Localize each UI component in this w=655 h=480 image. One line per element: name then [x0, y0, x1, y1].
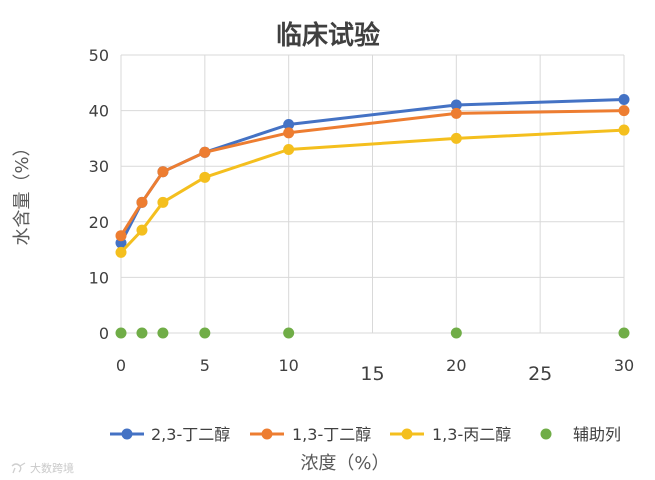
series-group: [115, 327, 630, 339]
data-point: [157, 196, 169, 208]
data-point: [115, 246, 127, 258]
data-point: [450, 107, 462, 119]
legend-entry: 辅助列: [540, 425, 621, 444]
legend-swatch-marker: [121, 428, 133, 440]
data-point: [283, 127, 295, 139]
y-tick-label: 40: [89, 102, 109, 121]
data-point: [283, 327, 295, 339]
watermark: 大数跨境: [11, 461, 74, 475]
series-group: [115, 105, 630, 242]
platform-logo-icon: [11, 462, 26, 474]
data-point: [450, 327, 462, 339]
y-tick-label: 50: [89, 46, 109, 65]
legend-entry: 1,3-丁二醇: [250, 425, 371, 444]
data-point: [450, 99, 462, 111]
x-axis-title: 浓度（%）: [300, 453, 389, 474]
data-point: [450, 132, 462, 144]
legend-swatch-marker: [540, 428, 552, 440]
data-point: [199, 327, 211, 339]
watermark-text: 大数跨境: [30, 461, 74, 475]
data-series: [115, 93, 630, 339]
tick-labels: 0 10 20 30 40 50 0 5 10 15 20 25 30: [89, 46, 635, 385]
legend: 2,3-丁二醇 1,3-丁二醇 1,3-丙二醇 辅助列: [110, 425, 621, 444]
data-point: [618, 93, 630, 105]
x-tick-label: 20: [446, 356, 466, 375]
data-point: [136, 327, 148, 339]
data-point: [115, 327, 127, 339]
data-point: [618, 327, 630, 339]
data-point: [136, 224, 148, 236]
x-tick-label: 15: [360, 363, 384, 385]
data-point: [115, 230, 127, 242]
y-tick-label: 10: [89, 268, 109, 287]
data-point: [283, 119, 295, 130]
data-point: [136, 196, 148, 208]
data-point: [618, 105, 630, 117]
data-point: [157, 166, 169, 178]
legend-entry: 2,3-丁二醇: [110, 425, 230, 444]
series-group: [115, 124, 630, 258]
chart-title: 临床试验: [276, 20, 380, 51]
data-point: [618, 124, 630, 136]
data-point: [157, 327, 169, 339]
legend-swatch-marker: [401, 428, 413, 440]
data-point: [199, 146, 211, 158]
y-tick-label: 30: [89, 157, 109, 176]
legend-label: 辅助列: [573, 425, 621, 444]
legend-swatch-marker: [261, 428, 273, 440]
x-tick-label: 5: [200, 356, 210, 375]
y-axis-title: 水含量（%）: [12, 138, 33, 245]
x-tick-label: 30: [614, 356, 634, 375]
x-tick-label: 25: [528, 363, 552, 385]
x-tick-label: 0: [116, 356, 126, 375]
x-tick-label: 10: [278, 356, 298, 375]
y-tick-label: 20: [89, 213, 109, 232]
data-point: [199, 171, 211, 183]
legend-label: 1,3-丁二醇: [292, 425, 371, 444]
legend-entry: 1,3-丙二醇: [390, 425, 511, 444]
y-tick-label: 0: [99, 324, 109, 343]
data-point: [283, 144, 295, 156]
legend-label: 2,3-丁二醇: [151, 425, 230, 444]
legend-label: 1,3-丙二醇: [432, 425, 511, 444]
